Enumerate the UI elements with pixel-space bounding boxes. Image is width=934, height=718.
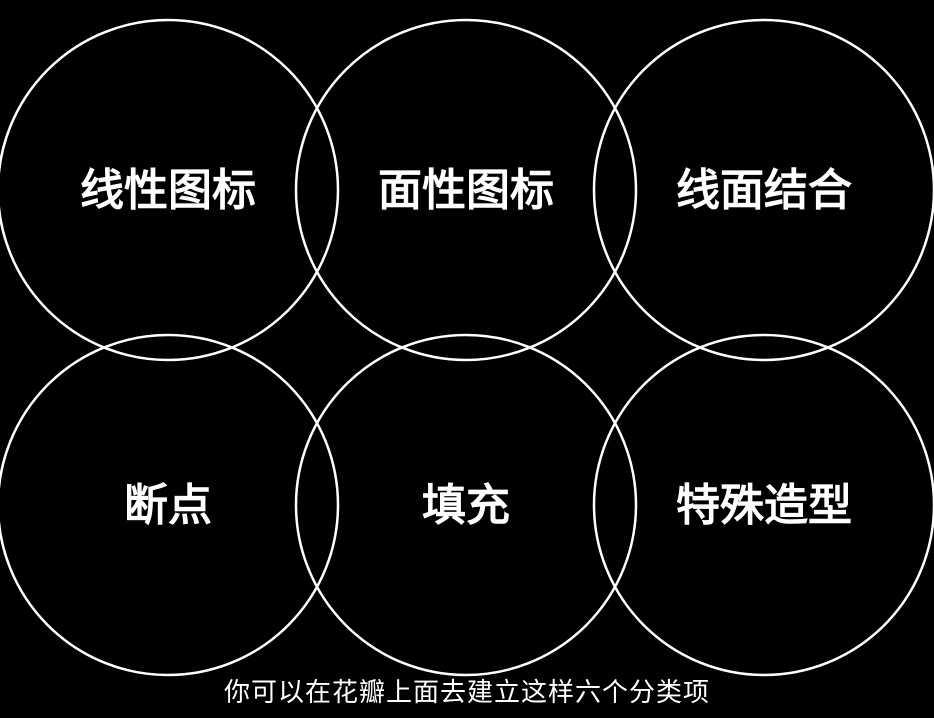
category-circle-1: 线性图标 — [0, 18, 340, 362]
video-subtitle: 你可以在花瓣上面去建立这样六个分类项 — [223, 678, 710, 708]
category-circle-5: 填充 — [294, 333, 638, 677]
category-circle-6: 特殊造型 — [592, 333, 934, 677]
circle-outline — [294, 333, 638, 677]
circle-outline — [0, 333, 340, 677]
circle-outline — [592, 333, 934, 677]
circle-outline — [0, 18, 340, 362]
category-label-breakpoint: 断点 — [124, 480, 212, 531]
category-label-fill: 填充 — [422, 480, 510, 531]
category-label-surface-icons: 面性图标 — [378, 165, 554, 216]
category-circle-2: 面性图标 — [294, 18, 638, 362]
category-label-special-shape: 特殊造型 — [676, 480, 852, 531]
circle-outline — [592, 18, 934, 362]
category-label-line-icons: 线性图标 — [80, 165, 256, 216]
circle-outline — [294, 18, 638, 362]
category-label-line-surface-combo: 线面结合 — [676, 165, 852, 216]
category-circle-4: 断点 — [0, 333, 340, 677]
category-circle-3: 线面结合 — [592, 18, 934, 362]
